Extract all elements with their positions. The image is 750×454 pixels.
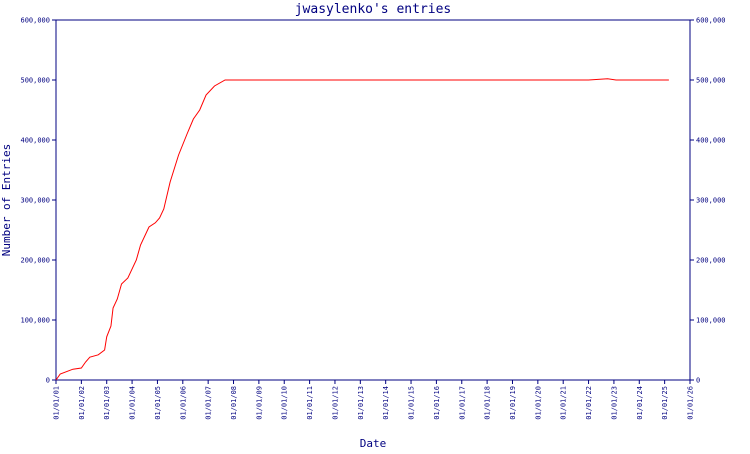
x-tick-label: 01/01/22 [585,386,593,420]
x-tick-label: 01/01/12 [331,386,339,420]
chart-title: jwasylenko's entries [295,2,452,17]
x-tick-label: 01/01/26 [687,386,695,420]
y-axis-label: Number of Entries [0,144,13,257]
x-tick-label: 01/01/19 [509,386,517,420]
y-tick-label: 0 [46,377,50,385]
x-tick-label: 01/01/03 [103,386,111,420]
plot-frame [55,19,691,381]
y-tick-label: 300,000 [20,197,50,205]
y-tick-label: 500,000 [696,77,726,85]
y-tick-label: 600,000 [20,17,50,25]
x-tick-label: 01/01/18 [484,386,492,420]
x-tick-label: 01/01/11 [306,386,314,420]
x-tick-label: 01/01/05 [154,386,162,420]
x-tick-label: 01/01/14 [382,386,390,420]
y-tick-label: 400,000 [20,137,50,145]
y-tick-label: 500,000 [20,77,50,85]
x-tick-label: 01/01/16 [433,386,441,420]
x-tick-label: 01/01/23 [610,386,618,420]
x-tick-label: 01/01/24 [636,386,644,420]
x-axis-label: Date [360,437,387,450]
x-tick-label: 01/01/09 [255,386,263,420]
x-tick-label: 01/01/10 [281,386,289,420]
x-tick-label: 01/01/06 [179,386,187,420]
x-tick-label: 01/01/04 [129,386,137,420]
y-tick-label: 200,000 [20,257,50,265]
x-tick-label: 01/01/15 [408,386,416,420]
y-tick-label: 300,000 [696,197,726,205]
y-tick-label: 100,000 [20,317,50,325]
x-tick-label: 01/01/08 [230,386,238,420]
x-tick-label: 01/01/02 [78,386,86,420]
data-line [55,78,669,381]
x-tick-label: 01/01/20 [534,386,542,420]
x-tick-label: 01/01/17 [458,386,466,420]
x-tick-label: 01/01/13 [357,386,365,420]
y-tick-label: 200,000 [696,257,726,265]
x-tick-label: 01/01/25 [661,386,669,420]
y-tick-label: 600,000 [696,17,726,25]
y-tick-label: 400,000 [696,137,726,145]
y-tick-label: 0 [696,377,700,385]
y-tick-label: 100,000 [696,317,726,325]
x-tick-label: 01/01/21 [560,386,568,420]
x-tick-label: 01/01/07 [205,386,213,420]
x-tick-label: 01/01/01 [53,386,61,420]
